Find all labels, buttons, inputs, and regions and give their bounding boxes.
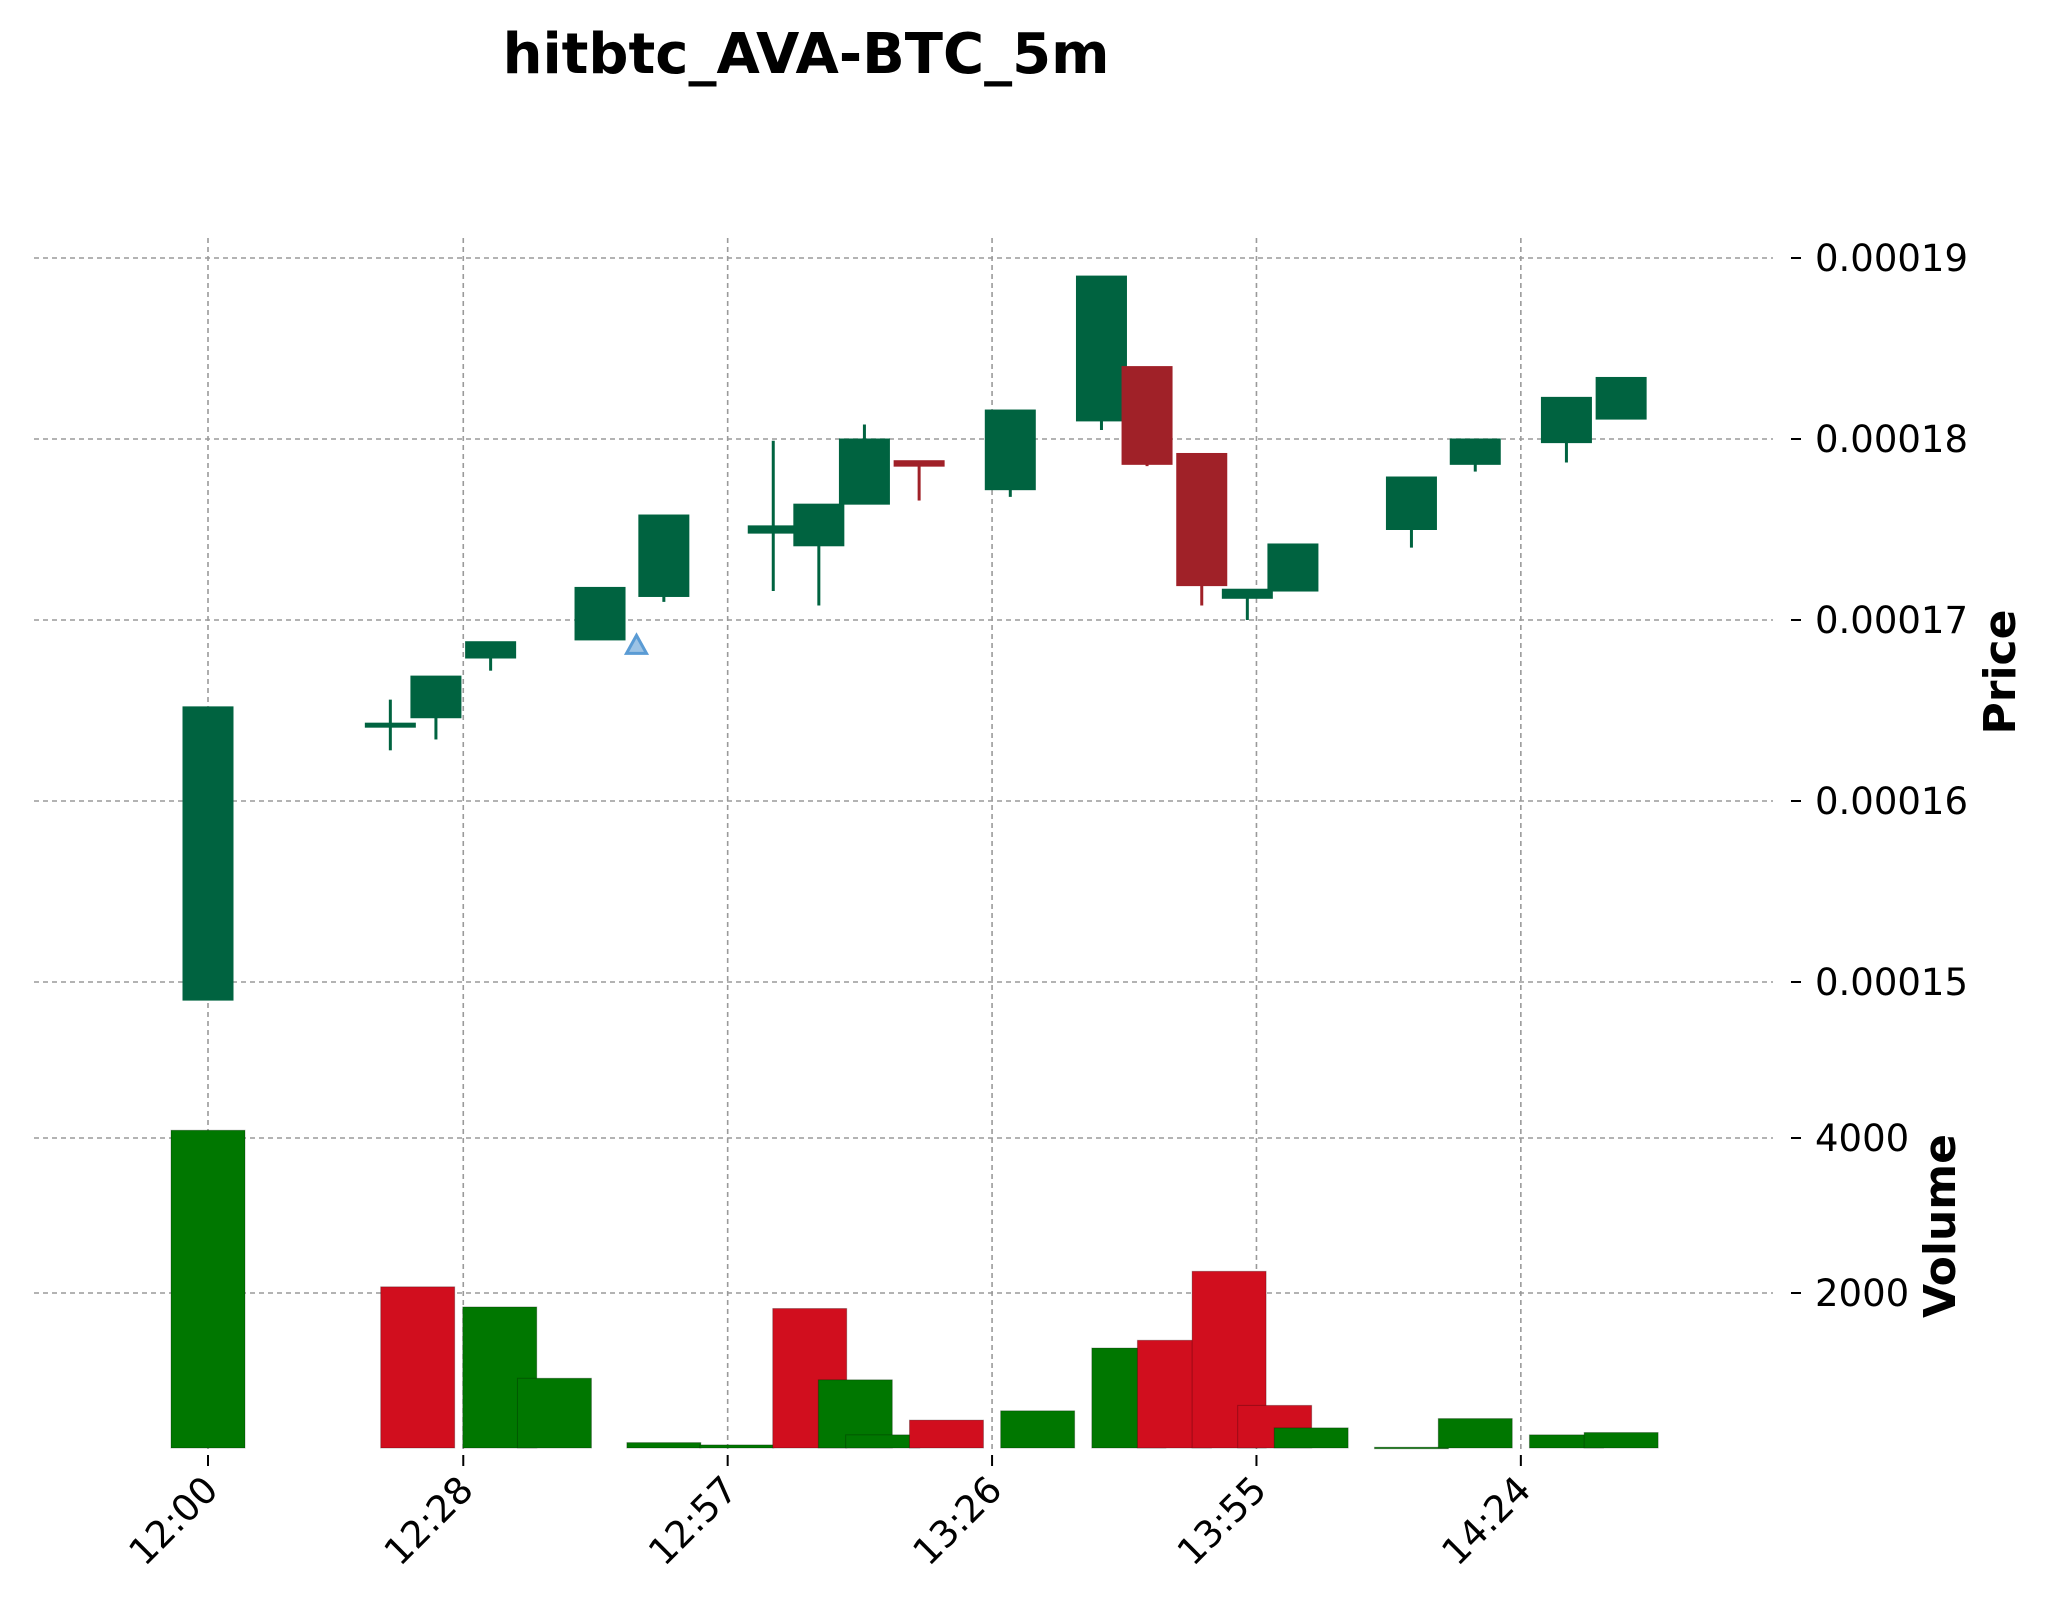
signal-markers [623, 632, 650, 655]
volume-bar [1437, 1418, 1513, 1449]
buy-signal-marker [623, 632, 650, 655]
time-tick-label: 14:24 [1433, 1468, 1539, 1574]
candle-body [182, 706, 234, 1001]
candle-body [364, 722, 416, 728]
price-axis-label: Price [1975, 610, 2026, 735]
volume-tick-label: 2000 [1815, 1272, 1909, 1315]
volume-bar [1273, 1427, 1349, 1449]
candle-body [465, 641, 517, 659]
volume-bar [1583, 1432, 1659, 1449]
chart-title: hitbtc_AVA-BTC_5m [503, 22, 1110, 87]
candle-body [1075, 275, 1127, 422]
time-tick-label: 13:26 [905, 1468, 1011, 1574]
grid-lines [34, 238, 1773, 1450]
time-tick-label: 13:55 [1169, 1468, 1275, 1574]
volume-bar [699, 1444, 775, 1449]
candle-body [838, 438, 890, 505]
candle-body [638, 514, 690, 597]
volume-bar [626, 1442, 702, 1449]
volume-bars [170, 1129, 1659, 1450]
candle-body [793, 503, 845, 547]
price-tick-label: 0.00015 [1815, 961, 1968, 1004]
candle-body [1267, 543, 1319, 592]
candle-body [893, 460, 945, 467]
volume-bar [1000, 1410, 1076, 1449]
candle-body [1121, 366, 1173, 465]
price-tick-label: 0.00019 [1815, 237, 1968, 280]
candle-body [1176, 452, 1228, 587]
candle-body [574, 586, 626, 641]
candle-body [1449, 438, 1501, 465]
candle-body [1385, 476, 1437, 531]
price-candles [182, 275, 1647, 1001]
candle-body [410, 675, 462, 719]
volume-bar [908, 1419, 984, 1449]
volume-bar [1373, 1446, 1449, 1450]
volume-axis-label: Volume [1915, 1134, 1966, 1318]
volume-bar [380, 1286, 456, 1449]
volume-bar [516, 1377, 592, 1449]
time-tick-label: 12:57 [640, 1468, 746, 1574]
volume-bar [170, 1129, 246, 1449]
volume-tick-label: 4000 [1815, 1117, 1909, 1160]
price-tick-label: 0.00017 [1815, 599, 1968, 642]
time-tick-label: 12:28 [376, 1468, 482, 1574]
candle-body [984, 409, 1036, 491]
candle-body [1540, 396, 1592, 444]
candle-body [1595, 376, 1647, 420]
volume-bar [845, 1434, 921, 1449]
price-tick-label: 0.00016 [1815, 780, 1968, 823]
candle-body [1221, 588, 1273, 599]
candle-body [747, 525, 799, 534]
time-tick-label: 12:00 [121, 1468, 227, 1574]
price-tick-label: 0.00018 [1815, 418, 1968, 461]
